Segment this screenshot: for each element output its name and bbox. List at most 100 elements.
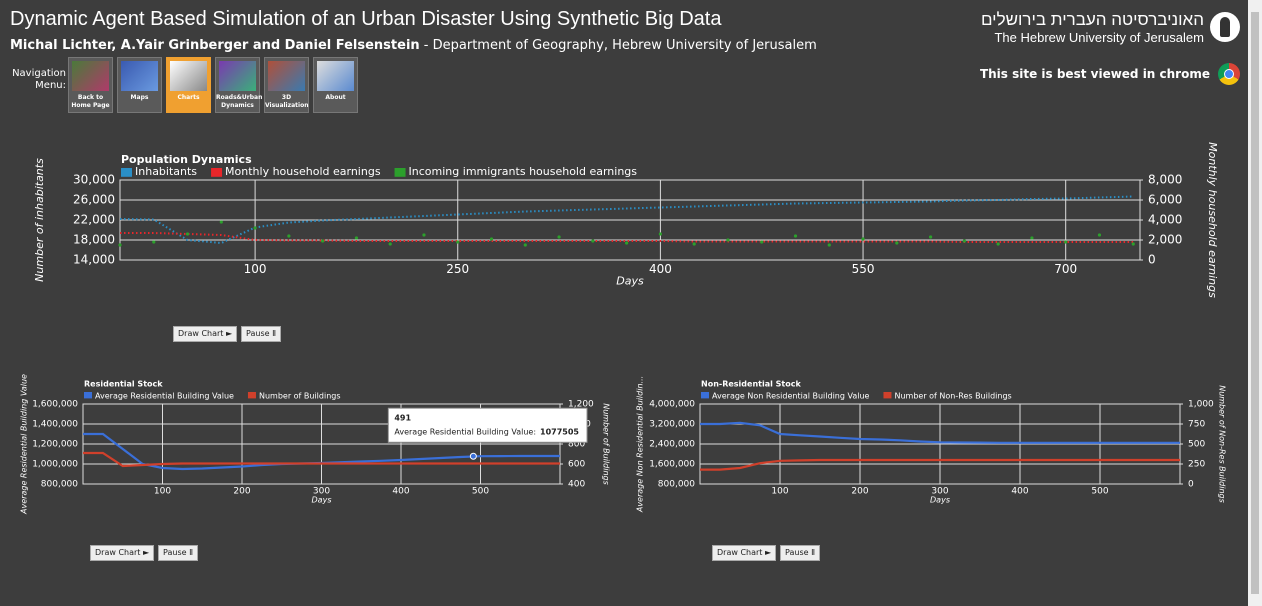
y-tick-label: 1,000,000 — [32, 460, 78, 470]
tooltip-label: Average Residential Building Value: — [394, 428, 536, 437]
nav-item-label: About — [314, 94, 357, 102]
data-point — [456, 240, 459, 243]
nav-item-label: 3D Visualization — [265, 94, 308, 110]
data-point — [220, 220, 223, 223]
data-point — [524, 243, 527, 246]
nav-thumbnail — [268, 61, 305, 91]
nav-item[interactable]: Roads&Urban Dynamics — [215, 57, 260, 113]
draw-chart-button[interactable]: Draw Chart ► — [712, 545, 776, 561]
y2-tick-label: 4,000 — [1148, 213, 1182, 227]
x-tick-label: 400 — [392, 487, 409, 497]
y2-tick-label: 600 — [568, 460, 585, 470]
y2-tick-label: 1,000 — [1188, 400, 1214, 410]
legend-swatch — [211, 168, 222, 177]
y2-tick-label: 8,000 — [1148, 173, 1182, 187]
y-tick-label: 1,200,000 — [32, 440, 78, 450]
legend-label: Average Residential Building Value — [95, 392, 234, 401]
nav-item-label: Back to Home Page — [69, 94, 112, 110]
nav-item[interactable]: About — [313, 57, 358, 113]
y-tick-label: 18,000 — [73, 233, 115, 247]
y-tick-label: 26,000 — [73, 193, 115, 207]
x-tick-label: 100 — [154, 487, 171, 497]
data-point — [1098, 233, 1101, 236]
x-tick-label: 250 — [446, 262, 469, 276]
data-point — [253, 226, 256, 229]
data-point — [186, 232, 189, 235]
legend-label: Monthly household earnings — [225, 165, 381, 178]
tooltip-point — [470, 453, 476, 459]
nav-item-label: Roads&Urban Dynamics — [216, 94, 259, 110]
y2-axis-title: Monthly household earnings — [1206, 142, 1219, 298]
y-tick-label: 800,000 — [658, 480, 695, 490]
legend-swatch — [395, 168, 406, 177]
data-point — [929, 235, 932, 238]
x-tick-label: 550 — [852, 262, 875, 276]
y-axis-title: Average Non Residential Buildin... — [636, 376, 645, 513]
legend-swatch — [84, 392, 92, 398]
data-point — [726, 238, 729, 241]
nav-thumbnail — [170, 61, 207, 91]
data-point — [118, 243, 121, 246]
data-point — [321, 239, 324, 242]
draw-chart-button[interactable]: Draw Chart ► — [173, 326, 237, 342]
y-tick-label: 1,400,000 — [32, 420, 78, 430]
y2-tick-label: 500 — [1188, 440, 1205, 450]
y2-tick-label: 0 — [1148, 253, 1156, 267]
y-tick-label: 2,400,000 — [649, 440, 695, 450]
data-point — [895, 241, 898, 244]
draw-chart-button[interactable]: Draw Chart ► — [90, 545, 154, 561]
pause-button[interactable]: Pause Ⅱ — [158, 545, 198, 561]
y2-tick-label: 0 — [1188, 480, 1194, 490]
y2-tick-label: 2,000 — [1148, 233, 1182, 247]
y-tick-label: 14,000 — [73, 253, 115, 267]
legend-swatch — [701, 392, 709, 398]
data-point — [557, 235, 560, 238]
y-tick-label: 30,000 — [73, 173, 115, 187]
tooltip-value: 1077505 — [540, 428, 579, 437]
x-axis-title: Days — [930, 496, 950, 505]
data-point — [963, 239, 966, 242]
data-point — [355, 236, 358, 239]
y-tick-label: 22,000 — [73, 213, 115, 227]
data-point — [828, 243, 831, 246]
y-tick-label: 3,200,000 — [649, 420, 695, 430]
x-tick-label: 200 — [851, 487, 868, 497]
scroll-thumb[interactable] — [1251, 12, 1259, 594]
pause-button[interactable]: Pause Ⅱ — [241, 326, 281, 342]
nav-item[interactable]: Charts — [166, 57, 211, 113]
pause-button[interactable]: Pause Ⅱ — [780, 545, 820, 561]
data-point — [152, 240, 155, 243]
legend-label: Inhabitants — [135, 165, 197, 178]
data-point — [389, 242, 392, 245]
data-point — [1030, 236, 1033, 239]
y-tick-label: 1,600,000 — [649, 460, 695, 470]
nav-item[interactable]: Back to Home Page — [68, 57, 113, 113]
data-point — [287, 234, 290, 237]
nav-thumbnail — [317, 61, 354, 91]
nav-item[interactable]: 3D Visualization — [264, 57, 309, 113]
y2-tick-label: 6,000 — [1148, 193, 1182, 207]
nav-item-label: Maps — [118, 94, 161, 102]
y2-axis-title: Number of Non-Res Buildings — [1218, 385, 1227, 503]
y2-tick-label: 750 — [1188, 420, 1205, 430]
x-tick-label: 100 — [771, 487, 788, 497]
chart-title: Non-Residential Stock — [701, 380, 801, 389]
scrollbar[interactable] — [1248, 0, 1262, 606]
nav-item[interactable]: Maps — [117, 57, 162, 113]
data-point — [794, 234, 797, 237]
data-point — [861, 237, 864, 240]
chart-title: Residential Stock — [84, 380, 163, 389]
y-axis-title: Number of inhabitants — [33, 158, 46, 282]
x-axis-title: Days — [616, 275, 644, 288]
series-line — [120, 233, 1133, 242]
nav-thumbnail — [219, 61, 256, 91]
y-tick-label: 1,600,000 — [32, 400, 78, 410]
page: Dynamic Agent Based Simulation of an Urb… — [0, 0, 1262, 606]
legend-label: Incoming immigrants household earnings — [409, 165, 638, 178]
x-tick-label: 500 — [472, 487, 489, 497]
x-tick-label: 700 — [1054, 262, 1077, 276]
y2-tick-label: 400 — [568, 480, 585, 490]
tooltip-box — [388, 408, 587, 442]
legend-label: Number of Buildings — [259, 392, 341, 401]
